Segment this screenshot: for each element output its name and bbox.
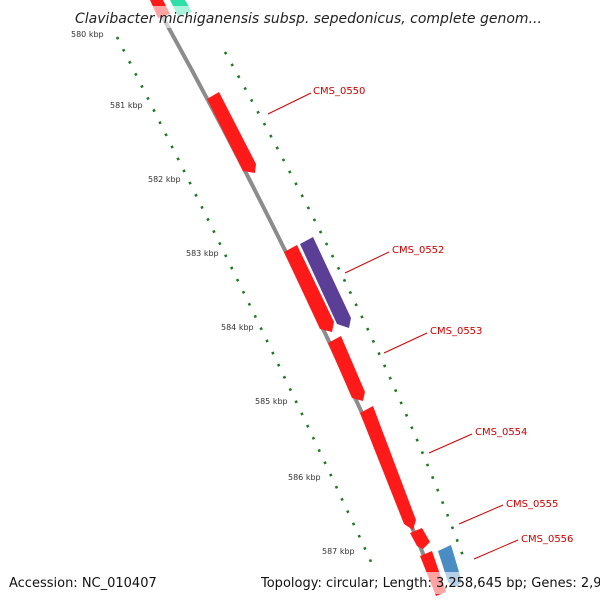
ruler-tick-label: 585 kbp [255, 397, 288, 406]
leader-line-cms-0553 [383, 332, 428, 354]
ruler-tick-label: 586 kbp [288, 473, 321, 482]
leader-line-cms-0550 [267, 92, 312, 115]
accession-text: Accession: NC_010407 [9, 576, 157, 591]
gene-label-cms-0554[interactable]: CMS_0554 [475, 427, 527, 438]
gene-label-cms-0556[interactable]: CMS_0556 [521, 534, 573, 545]
map-title: Clavibacter michiganensis subsp. sepedon… [75, 11, 542, 27]
leader-line-cms-0555 [458, 504, 504, 525]
gene-cms-0552 [300, 237, 351, 328]
gene-cms-0550 [207, 92, 256, 173]
gene-label-cms-0550[interactable]: CMS_0550 [313, 86, 365, 97]
title-backdrop [68, 6, 536, 28]
ruler-tick-label: 587 kbp [322, 547, 355, 556]
gene-label-cms-0553[interactable]: CMS_0553 [430, 326, 482, 337]
leader-line-cms-0552 [344, 251, 390, 274]
leader-line-cms-0554 [428, 433, 473, 454]
ruler-tick-label: 584 kbp [221, 323, 254, 332]
gene-label-cms-0555[interactable]: CMS_0555 [506, 499, 558, 510]
gene-cms-0554 [360, 406, 416, 530]
footer-backdrop [0, 572, 600, 594]
ruler-tick-label: 581 kbp [110, 101, 143, 110]
gene-cms-0551 [284, 245, 334, 332]
gene-cms-0553 [328, 336, 365, 401]
gene-label-cms-0552[interactable]: CMS_0552 [392, 245, 444, 256]
ruler-tick-label: 583 kbp [186, 249, 219, 258]
outer-dotted-track [223, 51, 465, 557]
genome-summary-text: Topology: circular; Length: 3,258,645 bp… [260, 576, 600, 591]
ruler-tick-label: 582 kbp [148, 175, 181, 184]
leader-line-cms-0556 [473, 539, 519, 560]
ruler-tick-label: 580 kbp [71, 30, 104, 39]
gene-cms-0555 [410, 528, 430, 549]
